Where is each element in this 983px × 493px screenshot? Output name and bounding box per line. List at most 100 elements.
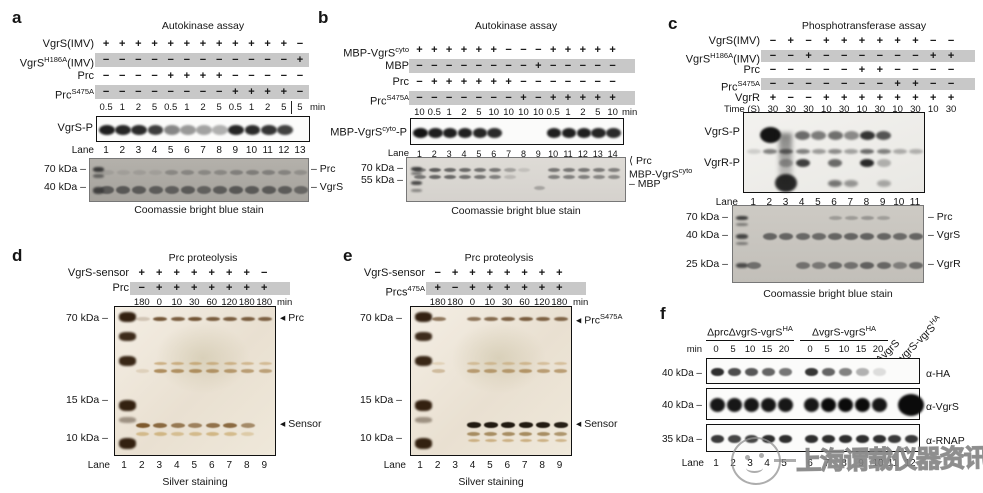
sensor-band	[536, 422, 551, 428]
panel-b-title: Autokinase assay	[474, 20, 558, 32]
vgrr-p-band	[795, 159, 810, 167]
gel-band-vgrs	[811, 232, 826, 240]
mid-band	[876, 148, 891, 154]
ladder-band	[119, 438, 136, 449]
time-unit: min	[277, 297, 293, 308]
lane-number: 8	[841, 458, 847, 469]
western-band	[710, 367, 724, 377]
shaded-row-strip	[95, 53, 309, 67]
western-band	[872, 434, 886, 444]
shaded-row-strip	[761, 78, 975, 90]
gel-band-prc	[473, 168, 486, 172]
sign-row-cell: +	[894, 78, 901, 90]
fragment-band-a	[223, 361, 237, 365]
sign-row-cell: −	[167, 86, 174, 98]
western-band	[872, 367, 886, 377]
lane-number-row-cell: 6	[831, 197, 837, 208]
sign-row-cell: +	[199, 38, 207, 50]
lane-number: 10	[872, 458, 884, 469]
lane-number: 8	[244, 460, 250, 471]
ladder-band	[736, 263, 748, 268]
gel-band-prc	[592, 168, 605, 172]
sign-row-cell: −	[769, 64, 777, 76]
fragment-band-a	[241, 361, 255, 365]
sign-row-cell: +	[805, 50, 812, 62]
gel-band-mbpvgrs	[607, 175, 620, 179]
sign-row-cell: +	[858, 92, 866, 104]
time-row-cell: 2	[264, 102, 271, 113]
label-text: ◂ Prc	[280, 312, 304, 324]
sign-row: − + + + + + + +	[133, 281, 273, 296]
ladder-band	[415, 400, 432, 411]
gel-band-70	[149, 169, 163, 175]
time-row-cell: 10	[927, 104, 939, 115]
sign-row-cell: +	[208, 267, 215, 279]
time-row: 180 0 10 30 60 120 180 180	[133, 297, 273, 309]
sign-row-cell: +	[594, 44, 601, 56]
sign-row: − + + + + + + +	[429, 266, 568, 281]
gel-band-vgrr	[844, 261, 859, 269]
phospho-band	[413, 127, 428, 138]
sign-row-cell: −	[490, 92, 497, 104]
sign-row-cell: −	[769, 78, 777, 90]
gel-band-mbpvgrs	[459, 175, 471, 179]
sign-row: + + + + + + − − − + + + + +	[412, 42, 620, 58]
lane-number-row-cell: 11	[262, 145, 273, 156]
sign-row-cell: +	[243, 267, 250, 279]
sup-text: S475A	[386, 93, 409, 102]
sign-row-cell: +	[769, 92, 777, 104]
sign-row-cell: +	[505, 76, 512, 88]
gel-band-70	[100, 169, 114, 175]
sign-row-cell: +	[556, 282, 563, 294]
time-row-cell: 30	[803, 104, 814, 115]
fragment-band-a	[432, 361, 446, 365]
lane-number-row: 1 2 3 4 5 6 7 8 9 10 11	[745, 197, 923, 209]
sign-row-cell: −	[416, 60, 423, 72]
panel-letter-e: e	[343, 246, 353, 265]
ladder-band	[119, 332, 136, 341]
time-row-cell: 5	[281, 102, 287, 113]
sign-row-cell: −	[119, 86, 126, 98]
time-unit: min	[622, 107, 638, 118]
sign-row-cell: +	[215, 70, 223, 82]
western-band	[838, 434, 852, 444]
lane-number: 6	[209, 460, 215, 471]
sign-row-cell: +	[156, 267, 163, 279]
label-text: (IMV)	[733, 53, 760, 66]
gel-band-prc	[548, 168, 561, 172]
lane-number-row-cell: 2	[431, 149, 437, 159]
time-row-cell: 10	[533, 107, 544, 118]
lane-label: Lane	[681, 458, 704, 469]
gel-band-mbpvgrs	[592, 175, 605, 179]
reagent-label: VgrS-sensor	[10, 266, 129, 281]
sign-row-cell: +	[520, 92, 527, 104]
sign-row-cell: +	[248, 86, 255, 98]
lane-number-row-cell: 8	[520, 149, 526, 159]
fragment-band-b	[519, 369, 533, 373]
lane-number: 7	[521, 460, 528, 471]
sign-row-cell: +	[549, 92, 557, 104]
sup-text: cyto	[678, 166, 693, 175]
sign-row: + + + + + + + −	[133, 266, 273, 281]
time-unit: min	[573, 297, 589, 308]
sign-row-cell: −	[505, 60, 512, 72]
phospho-band	[442, 127, 458, 138]
prc-band	[518, 316, 533, 322]
fragment-band-b	[501, 369, 515, 373]
sensor-sub-band	[136, 432, 150, 436]
lane-number-row-cell: 7	[847, 197, 853, 208]
sign-row-cell: +	[894, 35, 901, 47]
sign-row-cell: +	[431, 76, 438, 88]
sign-row-cell: +	[947, 92, 955, 104]
sign-row-cell: +	[226, 282, 233, 294]
blot-label: MBP-VgrScyto-P	[318, 124, 407, 139]
lane-number-row-cell: 3	[782, 197, 789, 208]
ladder-band	[415, 356, 432, 366]
sign-row-cell: +	[208, 282, 215, 294]
sign-row-cell: −	[805, 92, 812, 104]
western-band	[887, 434, 901, 444]
gel-band-40	[132, 186, 147, 194]
sign-row-cell: +	[167, 38, 174, 50]
phospho-band	[131, 125, 148, 135]
sign-row-cell: +	[858, 35, 866, 47]
